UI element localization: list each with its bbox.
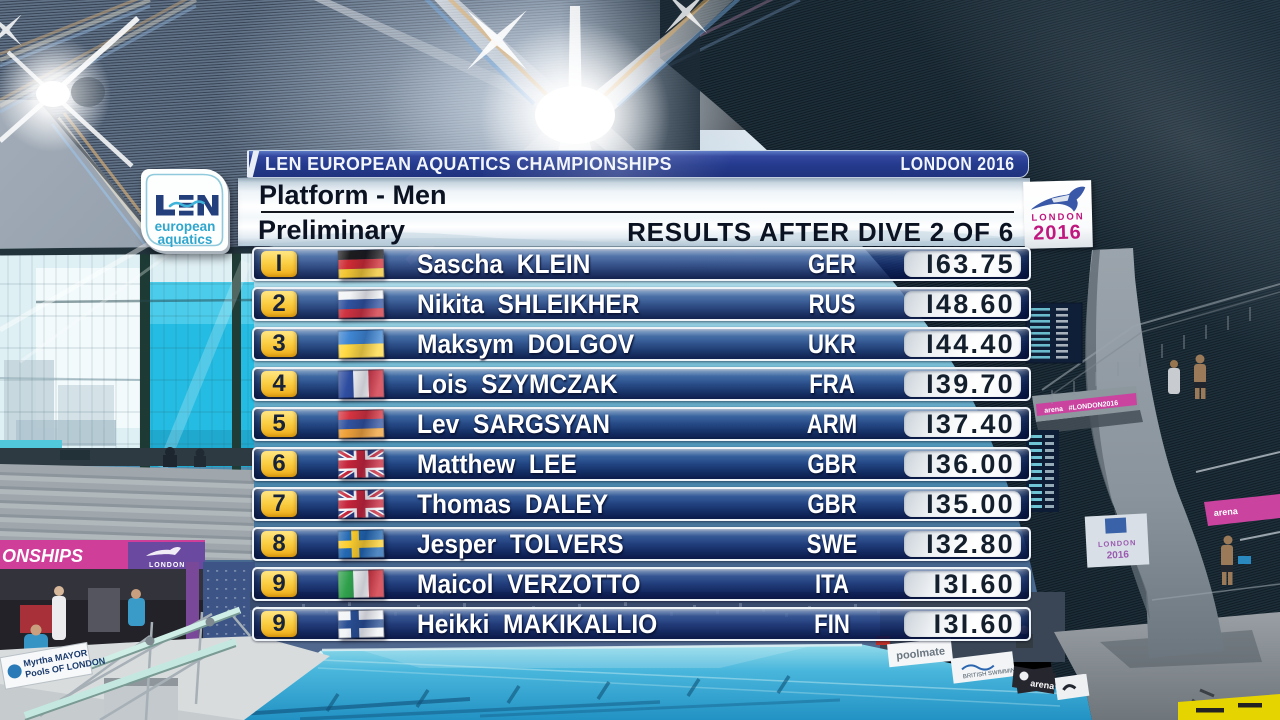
svg-text:2016: 2016 (1106, 549, 1129, 561)
svg-text:LONDON: LONDON (1031, 211, 1084, 223)
svg-text:LONDON: LONDON (1098, 538, 1137, 549)
svg-text:poolmate: poolmate (896, 645, 946, 662)
svg-text:arena: arena (1213, 506, 1239, 518)
svg-text:LONDON: LONDON (149, 562, 185, 569)
svg-text:2016: 2016 (1033, 221, 1082, 244)
svg-text:arena: arena (1030, 678, 1056, 691)
svg-text:european: european (155, 219, 216, 234)
svg-text:aquatics: aquatics (158, 232, 213, 247)
svg-text:ONSHIPS: ONSHIPS (2, 546, 83, 566)
